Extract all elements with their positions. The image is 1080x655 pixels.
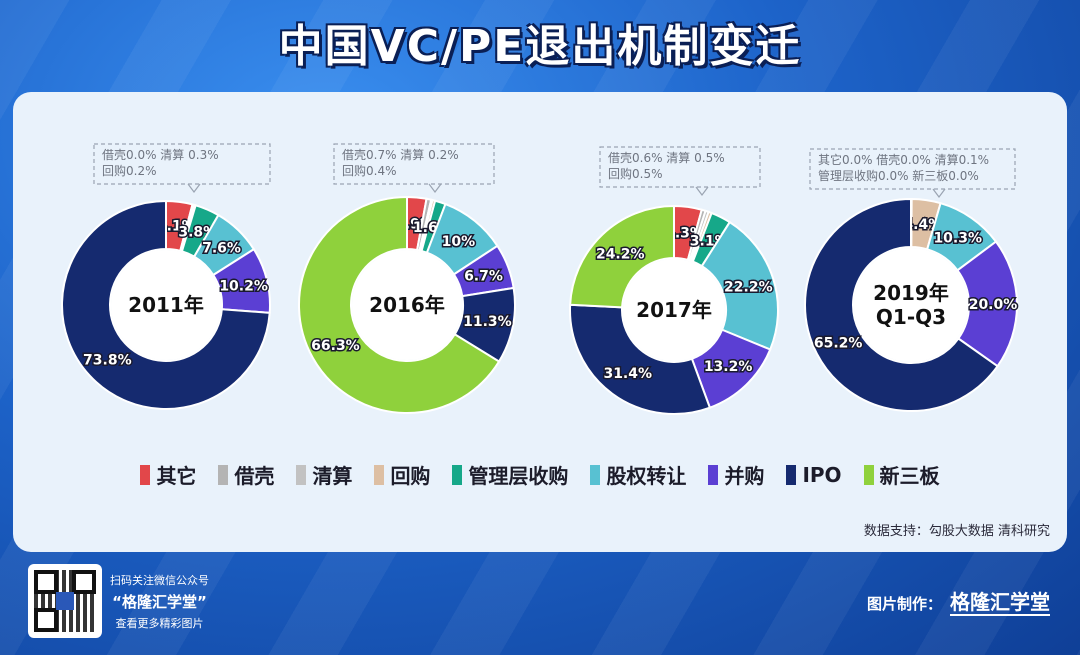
- note-box: [809, 148, 1016, 190]
- data-label: 24.2%: [596, 246, 645, 262]
- legend-item: 清算: [296, 460, 352, 489]
- note-pointer: [428, 183, 442, 193]
- legend-item: 股权转让: [590, 460, 686, 489]
- note-text: 回购0.4%: [342, 163, 397, 178]
- footer-caption: 扫码关注微信公众号 “格隆汇学堂” 查看更多精彩图片: [110, 572, 209, 631]
- legend-label: 清算: [312, 464, 353, 488]
- credit-label: 图片制作：: [866, 594, 942, 613]
- data-label: 6.7%: [464, 268, 503, 284]
- legend: 其它 借壳 清算 回购 管理层收购 股权转让 并购 IPO 新三板: [0, 460, 1080, 489]
- legend-swatch: [296, 464, 307, 485]
- donut-hole: [854, 248, 968, 362]
- legend-swatch: [374, 464, 385, 485]
- brand-logo: 格隆汇学堂: [950, 590, 1050, 616]
- note-text: 回购0.5%: [608, 166, 663, 181]
- pie-slice: [804, 197, 999, 412]
- legend-item: IPO: [786, 460, 842, 489]
- data-label: 7.6%: [202, 240, 241, 256]
- pie-slice: [700, 220, 779, 351]
- data-label: 66.3%: [311, 338, 360, 354]
- data-label: 10.2%: [219, 279, 268, 295]
- legend-label: 回购: [390, 464, 431, 488]
- data-source: 数据支持：勾股大数据 清科研究: [863, 524, 1050, 539]
- data-label: 22.2%: [724, 279, 773, 295]
- note-pointer: [187, 183, 201, 193]
- qr-code-icon[interactable]: [30, 566, 100, 636]
- note-box: [333, 143, 495, 185]
- data-label: 10.3%: [933, 231, 982, 247]
- legend-label: 并购: [724, 464, 765, 488]
- data-label: 65.2%: [814, 336, 863, 352]
- legend-label: 管理层收购: [468, 464, 569, 488]
- legend-swatch: [786, 464, 797, 485]
- legend-item: 回购: [374, 460, 430, 489]
- note-text: 其它0.0% 借壳0.0% 清算0.1%: [818, 152, 989, 167]
- credit: 图片制作： 格隆汇学堂: [867, 590, 1050, 616]
- note-text: 管理层收购0.0% 新三板0.0%: [818, 168, 979, 183]
- footer-qr-block: 扫码关注微信公众号 “格隆汇学堂” 查看更多精彩图片: [30, 566, 209, 636]
- legend-label: 其它: [156, 464, 197, 488]
- data-label: 20.0%: [969, 297, 1018, 313]
- chart-title: 2011年: [128, 293, 204, 317]
- donut-hole: [352, 250, 462, 360]
- legend-label: 新三板: [879, 464, 940, 488]
- data-label: 11.3%: [463, 314, 512, 330]
- donut-hole: [111, 250, 221, 360]
- pie-slice: [61, 199, 271, 410]
- note-box: [599, 146, 761, 188]
- chart-title: 2016年: [369, 293, 445, 317]
- legend-swatch: [708, 464, 719, 485]
- legend-item: 管理层收购: [452, 460, 568, 489]
- legend-swatch: [863, 464, 874, 485]
- note-text: 回购0.2%: [102, 163, 157, 178]
- pie-slice: [298, 195, 501, 414]
- note-pointer: [932, 188, 946, 198]
- chart-title: Q1-Q3: [876, 305, 946, 329]
- legend-swatch: [590, 464, 601, 485]
- legend-item: 并购: [708, 460, 764, 489]
- pie-slice: [569, 303, 712, 415]
- note-text: 借壳0.0% 清算 0.3%: [102, 147, 219, 162]
- chart-title: 2019年: [873, 281, 949, 305]
- data-label: 13.2%: [704, 359, 753, 375]
- chart-title: 2017年: [636, 298, 712, 322]
- legend-swatch: [452, 464, 463, 485]
- data-label: 10%: [442, 234, 476, 250]
- legend-label: 股权转让: [606, 464, 687, 488]
- note-box: [93, 143, 271, 185]
- data-label: 73.8%: [83, 352, 132, 368]
- legend-swatch: [218, 464, 229, 485]
- account-name: “格隆汇学堂”: [112, 592, 207, 611]
- pie-slice: [569, 204, 675, 309]
- data-label: 31.4%: [603, 366, 652, 382]
- legend-label: 借壳: [234, 464, 275, 488]
- legend-label: IPO: [802, 462, 842, 487]
- scan-text: 扫码关注微信公众号: [110, 573, 209, 587]
- page-title: 中国VC/PE退出机制变迁: [278, 21, 802, 72]
- more-text: 查看更多精彩图片: [115, 616, 204, 630]
- donut-hole: [623, 259, 725, 361]
- note-text: 借壳0.6% 清算 0.5%: [608, 150, 725, 165]
- note-text: 借壳0.7% 清算 0.2%: [342, 147, 459, 162]
- legend-item: 新三板: [863, 460, 940, 489]
- note-pointer: [695, 186, 709, 196]
- legend-item: 借壳: [218, 460, 274, 489]
- legend-swatch: [140, 464, 151, 485]
- legend-item: 其它: [140, 460, 196, 489]
- donut-chart: 4.3%3.1%22.2%13.2%31.4%24.2%2017年借壳0.6% …: [569, 146, 779, 415]
